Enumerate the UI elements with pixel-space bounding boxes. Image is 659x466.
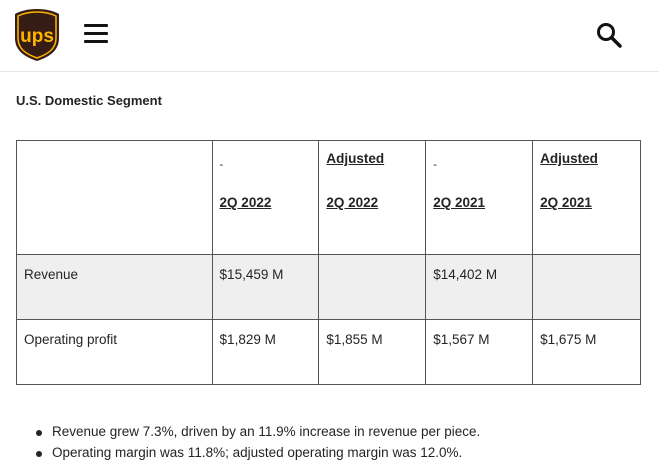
row-label: Operating profit [16, 319, 213, 385]
list-item: Operating margin was 11.8%; adjusted ope… [36, 445, 480, 466]
header-cell-2q2021: - 2Q 2021 [425, 140, 534, 255]
row-label: Revenue [16, 254, 213, 320]
header-period: 2Q 2021 [540, 195, 592, 210]
site-header: ups [0, 0, 659, 72]
ups-logo-text: ups [20, 26, 54, 47]
table-row-operating-profit: Operating profit $1,829 M $1,855 M $1,56… [16, 319, 641, 385]
header-cell-empty [16, 140, 213, 255]
header-adjusted: Adjusted [540, 151, 598, 166]
table-cell [532, 254, 641, 320]
notes-list: Revenue grew 7.3%, driven by an 11.9% in… [36, 424, 480, 466]
table-cell: $1,855 M [318, 319, 427, 385]
search-icon[interactable] [594, 20, 624, 50]
header-period: 2Q 2022 [219, 195, 272, 210]
header-dash: - [219, 159, 224, 171]
header-period: 2Q 2021 [433, 195, 486, 210]
table-row-revenue: Revenue $15,459 M $14,402 M [16, 254, 641, 320]
table-cell: $15,459 M [211, 254, 320, 320]
table-cell [318, 254, 427, 320]
hamburger-menu-icon[interactable] [82, 22, 110, 46]
header-cell-adjusted-2q2022: Adjusted 2Q 2022 [318, 140, 427, 255]
table-cell: $1,567 M [425, 319, 534, 385]
table-cell: $14,402 M [425, 254, 534, 320]
header-period: 2Q 2022 [326, 195, 379, 210]
header-cell-2q2022: - 2Q 2022 [211, 140, 320, 255]
ups-logo[interactable]: ups [14, 8, 60, 62]
header-adjusted: Adjusted [326, 151, 385, 166]
header-dash: - [433, 159, 437, 171]
table-cell: $1,829 M [211, 319, 320, 385]
header-cell-adjusted-2q2021: Adjusted 2Q 2021 [532, 140, 641, 255]
section-title: U.S. Domestic Segment [16, 93, 162, 108]
list-item: Revenue grew 7.3%, driven by an 11.9% in… [36, 424, 480, 445]
segment-results-table: - 2Q 2022 Adjusted 2Q 2022 - 2Q 2021 Adj… [16, 140, 641, 385]
table-cell: $1,675 M [532, 319, 641, 385]
table-header-row: - 2Q 2022 Adjusted 2Q 2022 - 2Q 2021 Adj… [16, 140, 641, 255]
